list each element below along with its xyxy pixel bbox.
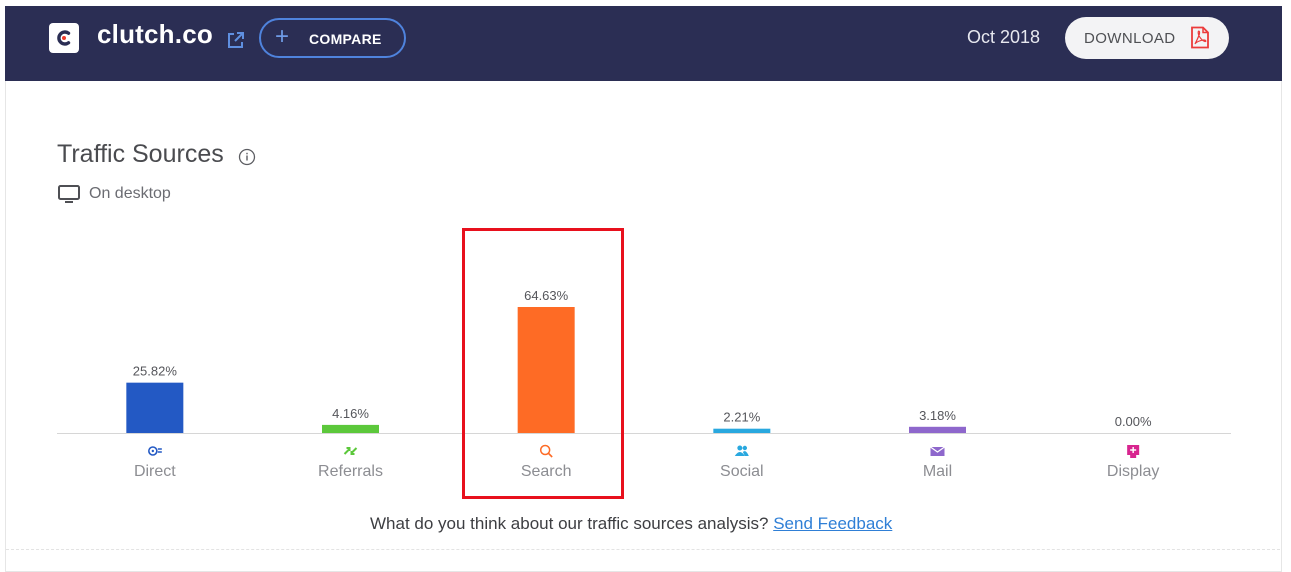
desktop-icon — [58, 185, 80, 203]
value-label-referrals: 4.16% — [332, 406, 369, 421]
send-feedback-link[interactable]: Send Feedback — [773, 514, 893, 533]
plus-icon: + — [275, 23, 290, 50]
bar-search[interactable] — [517, 307, 575, 433]
pdf-icon — [1191, 26, 1209, 49]
category-label-display: Display — [1107, 463, 1159, 480]
download-button[interactable]: DOWNLOAD — [1065, 17, 1229, 59]
clutch-logo-icon[interactable] — [49, 23, 79, 53]
section-divider — [6, 549, 1280, 550]
external-link-icon[interactable] — [226, 31, 245, 50]
value-label-social: 2.21% — [723, 410, 760, 425]
value-label-mail: 3.18% — [919, 408, 956, 423]
period-label: Oct 2018 — [967, 27, 1041, 47]
feedback-question: What do you think about our traffic sour… — [370, 514, 769, 533]
referrals-icon — [343, 447, 358, 455]
panel-frame — [5, 6, 1282, 572]
section-title: Traffic Sources — [57, 140, 224, 168]
bar-referrals[interactable] — [322, 424, 379, 433]
download-button-label: DOWNLOAD — [1084, 30, 1176, 47]
category-label-referrals: Referrals — [318, 463, 383, 480]
display-icon — [1127, 445, 1140, 458]
mail-icon — [930, 446, 945, 456]
bar-social[interactable] — [713, 428, 771, 433]
compare-button[interactable]: + COMPARE — [259, 18, 406, 58]
search-highlight-box — [462, 228, 624, 499]
compare-button-label: COMPARE — [309, 31, 382, 47]
bar-direct[interactable] — [126, 382, 184, 433]
category-label-direct: Direct — [134, 463, 176, 480]
value-label-direct: 25.82% — [133, 364, 178, 379]
info-icon[interactable] — [238, 148, 256, 166]
category-label-mail: Mail — [923, 463, 952, 480]
feedback-line: What do you think about our traffic sour… — [370, 514, 892, 534]
device-label: On desktop — [89, 185, 171, 202]
bar-mail[interactable] — [909, 426, 966, 433]
social-icon — [734, 445, 749, 456]
value-label-display: 0.00% — [1115, 414, 1152, 429]
category-label-search: Search — [521, 463, 572, 480]
search-icon — [539, 444, 553, 458]
value-label-search: 64.63% — [524, 288, 569, 303]
direct-icon — [148, 446, 162, 456]
site-name[interactable]: clutch.co — [97, 19, 213, 49]
category-label-social: Social — [720, 463, 764, 480]
